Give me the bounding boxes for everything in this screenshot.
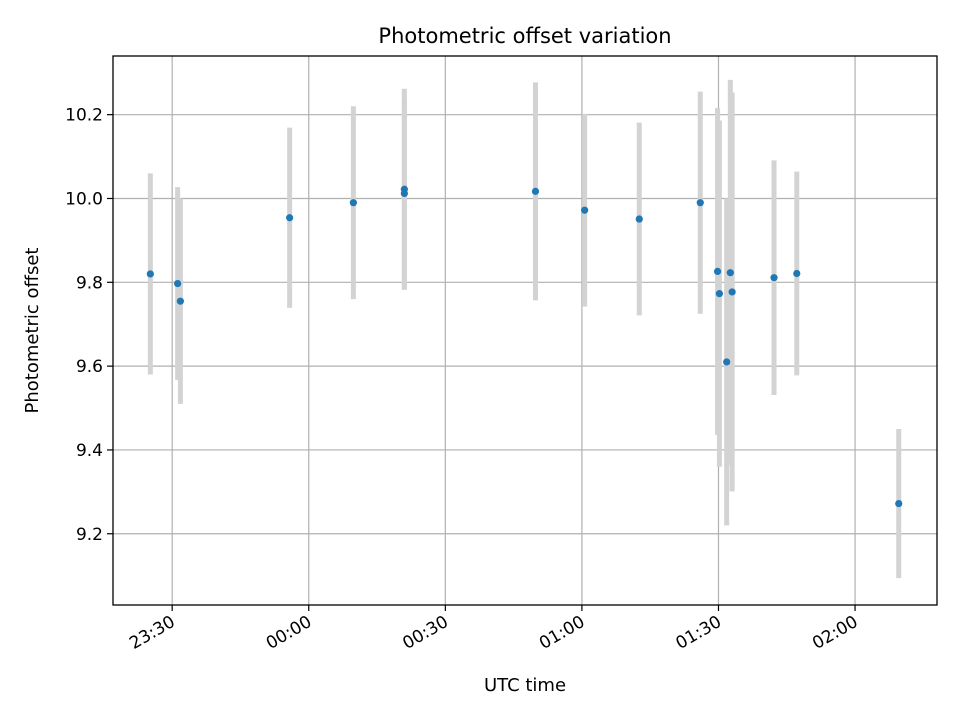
data-point [728, 288, 736, 296]
data-point [793, 269, 801, 278]
data-point [174, 279, 182, 288]
data-point [581, 206, 589, 214]
data-point [895, 499, 903, 508]
y-tick-label: 9.6 [76, 357, 103, 377]
point-layer [146, 185, 903, 508]
data-point [696, 199, 704, 207]
data-point [176, 297, 184, 305]
x-tick-label: 23:30 [126, 612, 178, 654]
y-tick-label: 10.0 [65, 189, 103, 209]
data-point [400, 189, 408, 198]
errorbar-layer [147, 79, 902, 579]
data-point [715, 290, 723, 298]
data-point [770, 274, 778, 282]
data-point [635, 215, 643, 223]
x-tick-label: 00:00 [263, 612, 315, 654]
data-point [713, 267, 722, 276]
tick-layer: 23:30 00:00 00:30 01:00 01:30 02:00 9.2 9.4 9.6 9… [65, 106, 861, 654]
chart-title: Photometric offset variation [378, 24, 671, 48]
x-tick-label: 01:00 [536, 612, 588, 654]
y-axis-title: Photometric offset [22, 248, 43, 414]
data-point [286, 214, 294, 222]
data-point [349, 199, 357, 207]
x-tick-label: 02:00 [809, 612, 861, 654]
data-point [723, 358, 731, 366]
data-point [531, 187, 540, 195]
y-tick-label: 9.4 [76, 441, 103, 461]
grid-layer [113, 56, 937, 605]
y-tick-label: 9.2 [76, 525, 103, 545]
plot-frame [112, 55, 938, 606]
x-tick-label: 01:30 [673, 612, 725, 654]
y-tick-label: 10.2 [65, 106, 103, 126]
y-tick-label: 9.8 [76, 273, 103, 293]
x-tick-label: 00:30 [399, 612, 451, 654]
data-point [146, 270, 154, 278]
data-point [726, 269, 734, 277]
x-axis-title: UTC time [484, 675, 566, 696]
